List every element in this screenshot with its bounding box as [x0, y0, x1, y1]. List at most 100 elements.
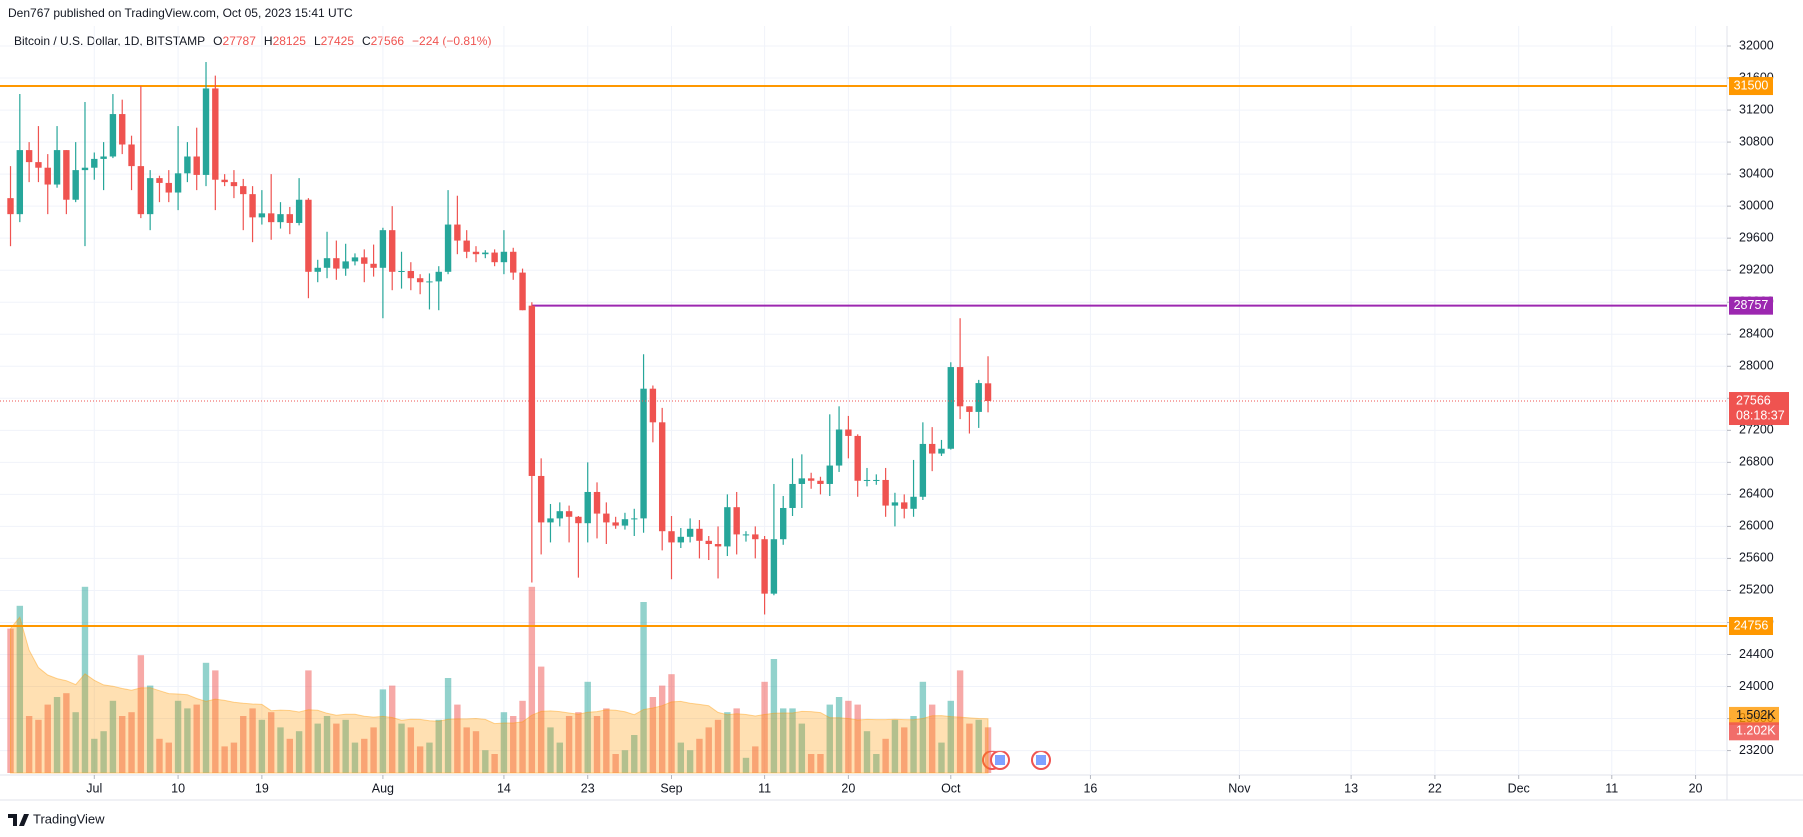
- candle-body: [826, 465, 833, 484]
- volume-bar: [146, 685, 154, 773]
- candle-body: [528, 305, 536, 476]
- candle-body: [100, 156, 107, 159]
- candle-body: [565, 511, 573, 517]
- volume-bar: [295, 731, 303, 773]
- candle-body: [361, 257, 368, 264]
- volume-bar: [742, 757, 750, 773]
- level-label-box: [1729, 296, 1773, 315]
- volume-bar: [202, 662, 210, 773]
- volume-bar: [35, 719, 42, 773]
- volume-bar: [165, 742, 172, 773]
- candle-body: [482, 252, 489, 255]
- volume-bar: [463, 727, 470, 773]
- volume-bar: [733, 708, 740, 773]
- candle-body: [780, 507, 787, 540]
- volume-bar: [72, 712, 79, 773]
- volume-bar: [537, 666, 545, 773]
- candle-body: [947, 367, 954, 449]
- candle-body: [230, 182, 238, 187]
- volume-bar: [128, 712, 135, 773]
- volume-bar: [510, 716, 517, 773]
- volume-bar: [603, 708, 610, 773]
- candle-body: [184, 156, 191, 174]
- volume-bar: [91, 738, 98, 773]
- candle-body: [956, 367, 964, 407]
- candle-body: [761, 539, 768, 594]
- y-tick-label: 24000: [1739, 679, 1774, 693]
- level-label-box: [1729, 77, 1773, 96]
- candle-body: [7, 198, 14, 215]
- volume-bar: [761, 681, 768, 773]
- volume-bar: [631, 735, 638, 773]
- volume-bar: [323, 716, 331, 773]
- y-tick-label: 25600: [1739, 551, 1774, 565]
- legend-item: 28125: [273, 34, 307, 48]
- volume-bar: [156, 738, 163, 773]
- volume-bar: [798, 723, 806, 773]
- volume-bar: [863, 731, 871, 773]
- volume-ma-label-box: [1729, 706, 1779, 725]
- y-tick-label: 30000: [1739, 198, 1774, 212]
- volume-bar: [882, 738, 889, 773]
- candle-body: [193, 156, 200, 175]
- candle-body: [407, 270, 415, 279]
- candle-body: [389, 230, 396, 272]
- volume-bar: [25, 716, 33, 773]
- volume-bar: [305, 670, 312, 773]
- candle-body: [845, 429, 852, 436]
- volume-bar: [137, 655, 145, 773]
- candle-body: [35, 162, 42, 168]
- candle-body: [240, 186, 247, 195]
- y-tick-label: 28000: [1739, 359, 1774, 373]
- volume-bar: [956, 670, 964, 773]
- volume-bar: [212, 670, 219, 773]
- volume-bar: [221, 746, 228, 773]
- candle-body: [91, 158, 98, 168]
- candle-body: [547, 518, 554, 523]
- volume-bar: [286, 738, 294, 773]
- candle-body: [44, 167, 51, 185]
- volume-bar: [44, 704, 51, 773]
- price-label: 27566: [1736, 393, 1771, 407]
- volume-bar: [947, 700, 954, 773]
- candle-body: [714, 544, 722, 547]
- candle-body: [901, 502, 908, 509]
- candle-body: [789, 483, 796, 508]
- candle-body: [640, 388, 647, 519]
- legend-item: 27566: [371, 34, 405, 48]
- y-tick-label: 29200: [1739, 262, 1774, 276]
- y-tick-label: 31200: [1739, 102, 1774, 116]
- y-tick-label: 26400: [1739, 487, 1774, 501]
- y-tick-label: 23200: [1739, 743, 1774, 757]
- volume-bar: [81, 586, 89, 773]
- volume-bar: [714, 719, 722, 773]
- candle-body: [370, 263, 377, 268]
- volume-bar: [407, 727, 415, 773]
- candle-body: [63, 150, 70, 200]
- volume-bar: [63, 693, 70, 773]
- candle-body: [510, 251, 517, 273]
- x-tick-label: Jul: [86, 781, 102, 795]
- candle-body: [323, 258, 331, 268]
- volume-bar: [826, 704, 833, 773]
- candle-body: [165, 182, 172, 193]
- volume-bar: [891, 719, 899, 773]
- candle-body: [575, 516, 582, 524]
- volume-bar: [724, 712, 731, 773]
- volume-bar: [444, 678, 452, 773]
- candle-body: [724, 507, 731, 547]
- candle-body: [16, 150, 24, 215]
- candle-body: [798, 478, 806, 484]
- volume-bar: [817, 754, 824, 773]
- candle-body: [286, 214, 294, 223]
- brand-logo: [8, 814, 29, 826]
- price-label-box: [1729, 392, 1789, 426]
- volume-ma-label: 1.502K: [1736, 708, 1776, 722]
- candle-body: [72, 170, 79, 200]
- candle-body: [882, 479, 889, 506]
- level-label: 28757: [1734, 298, 1769, 312]
- y-tick-label: 32000: [1739, 38, 1774, 52]
- candle-body: [817, 480, 824, 484]
- candle-body: [928, 443, 936, 454]
